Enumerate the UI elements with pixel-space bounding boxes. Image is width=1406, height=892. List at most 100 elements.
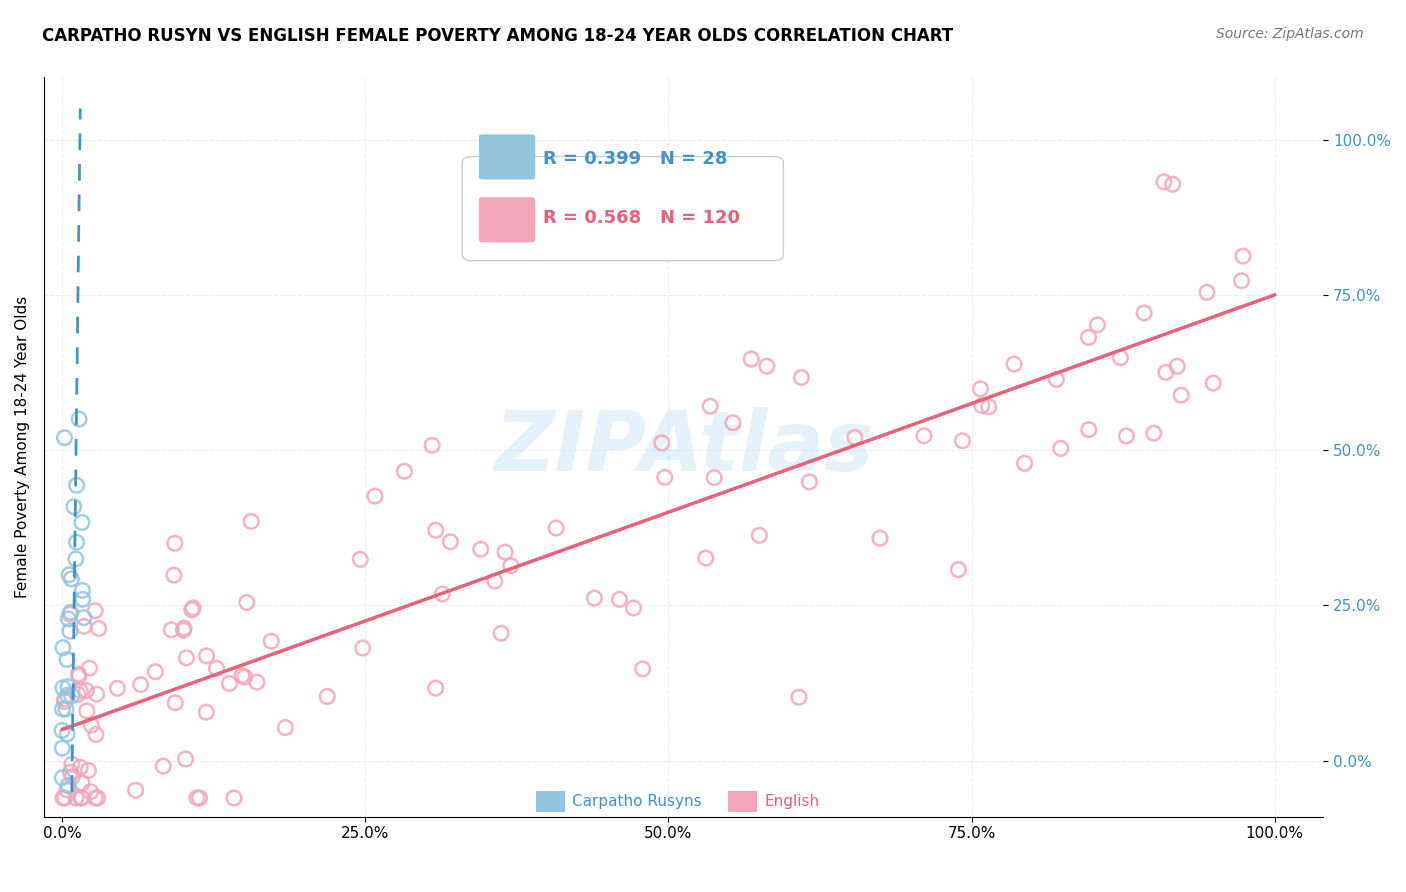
Point (75, 683, 97, 698)
Point (160, 623, 183, 637)
Point (129, 678, 152, 692)
Point (236, 595, 259, 609)
Point (86, 791, 108, 805)
Point (623, 601, 645, 615)
Point (260, 634, 283, 648)
Point (66, 478, 89, 492)
Point (799, 475, 821, 489)
Point (1077, 423, 1099, 437)
Point (1195, 285, 1218, 300)
Point (56, 779, 79, 793)
Point (53, 691, 76, 706)
Point (425, 523, 447, 537)
Point (65, 535, 87, 549)
Point (173, 624, 195, 638)
Point (56, 652, 79, 666)
Point (173, 621, 195, 635)
Point (65, 791, 87, 805)
Point (79, 785, 101, 799)
Point (721, 416, 744, 430)
Point (124, 783, 146, 797)
Point (1170, 388, 1192, 402)
Point (631, 662, 654, 676)
Point (76, 704, 98, 718)
Point (1230, 274, 1253, 288)
Point (844, 430, 866, 444)
Point (1153, 175, 1175, 189)
Point (152, 759, 174, 773)
Point (439, 534, 461, 549)
Point (546, 521, 568, 535)
Point (1166, 359, 1188, 374)
Point (59, 607, 82, 621)
FancyBboxPatch shape (463, 156, 783, 260)
Point (145, 665, 167, 679)
Text: English: English (765, 794, 820, 809)
FancyBboxPatch shape (728, 791, 756, 812)
Point (52, 681, 75, 695)
Point (1049, 442, 1071, 456)
Point (186, 791, 208, 805)
Text: Source: ZipAtlas.com: Source: ZipAtlas.com (1216, 27, 1364, 41)
FancyBboxPatch shape (479, 135, 536, 179)
Point (67, 667, 90, 681)
Point (205, 661, 228, 675)
Point (79, 661, 101, 675)
Point (56, 689, 79, 703)
Point (246, 675, 269, 690)
Point (53, 791, 76, 805)
Point (176, 650, 198, 665)
Point (609, 592, 631, 607)
Point (181, 600, 204, 615)
Point (1133, 306, 1156, 320)
Point (84, 604, 107, 618)
Point (222, 791, 245, 805)
Point (174, 752, 197, 766)
Point (1232, 249, 1254, 263)
Point (425, 681, 447, 695)
Point (740, 352, 762, 367)
Y-axis label: Female Poverty Among 18-24 Year Olds: Female Poverty Among 18-24 Year Olds (15, 296, 30, 599)
Point (489, 626, 512, 640)
Point (470, 542, 492, 557)
Point (56, 782, 79, 797)
Point (58, 567, 80, 582)
Point (494, 545, 516, 559)
Point (274, 721, 297, 735)
Point (51, 723, 73, 738)
Point (56, 680, 79, 694)
Point (195, 648, 218, 663)
Point (695, 551, 717, 566)
Point (703, 470, 725, 484)
Point (499, 558, 522, 573)
Point (72, 592, 94, 607)
Point (1014, 456, 1036, 470)
Point (53, 694, 76, 708)
Point (59, 624, 82, 639)
Text: ZIPAtlas: ZIPAtlas (494, 407, 873, 488)
Point (52, 791, 75, 805)
Point (583, 591, 606, 605)
Point (1077, 330, 1099, 344)
Point (420, 438, 443, 452)
Point (188, 791, 211, 805)
Point (84, 727, 107, 741)
Point (163, 536, 186, 550)
Text: R = 0.399   N = 28: R = 0.399 N = 28 (543, 150, 727, 168)
Point (69, 684, 91, 698)
Point (67, 669, 90, 683)
Point (240, 514, 263, 528)
Point (60, 572, 83, 586)
Point (107, 681, 129, 696)
Point (87, 622, 110, 636)
Point (755, 359, 778, 374)
Point (72, 583, 94, 598)
Point (195, 705, 218, 719)
Point (59, 605, 82, 619)
Point (869, 531, 891, 545)
Point (1154, 365, 1177, 379)
Point (699, 399, 721, 413)
Point (165, 696, 187, 710)
Point (977, 400, 1000, 414)
Point (1202, 376, 1225, 390)
